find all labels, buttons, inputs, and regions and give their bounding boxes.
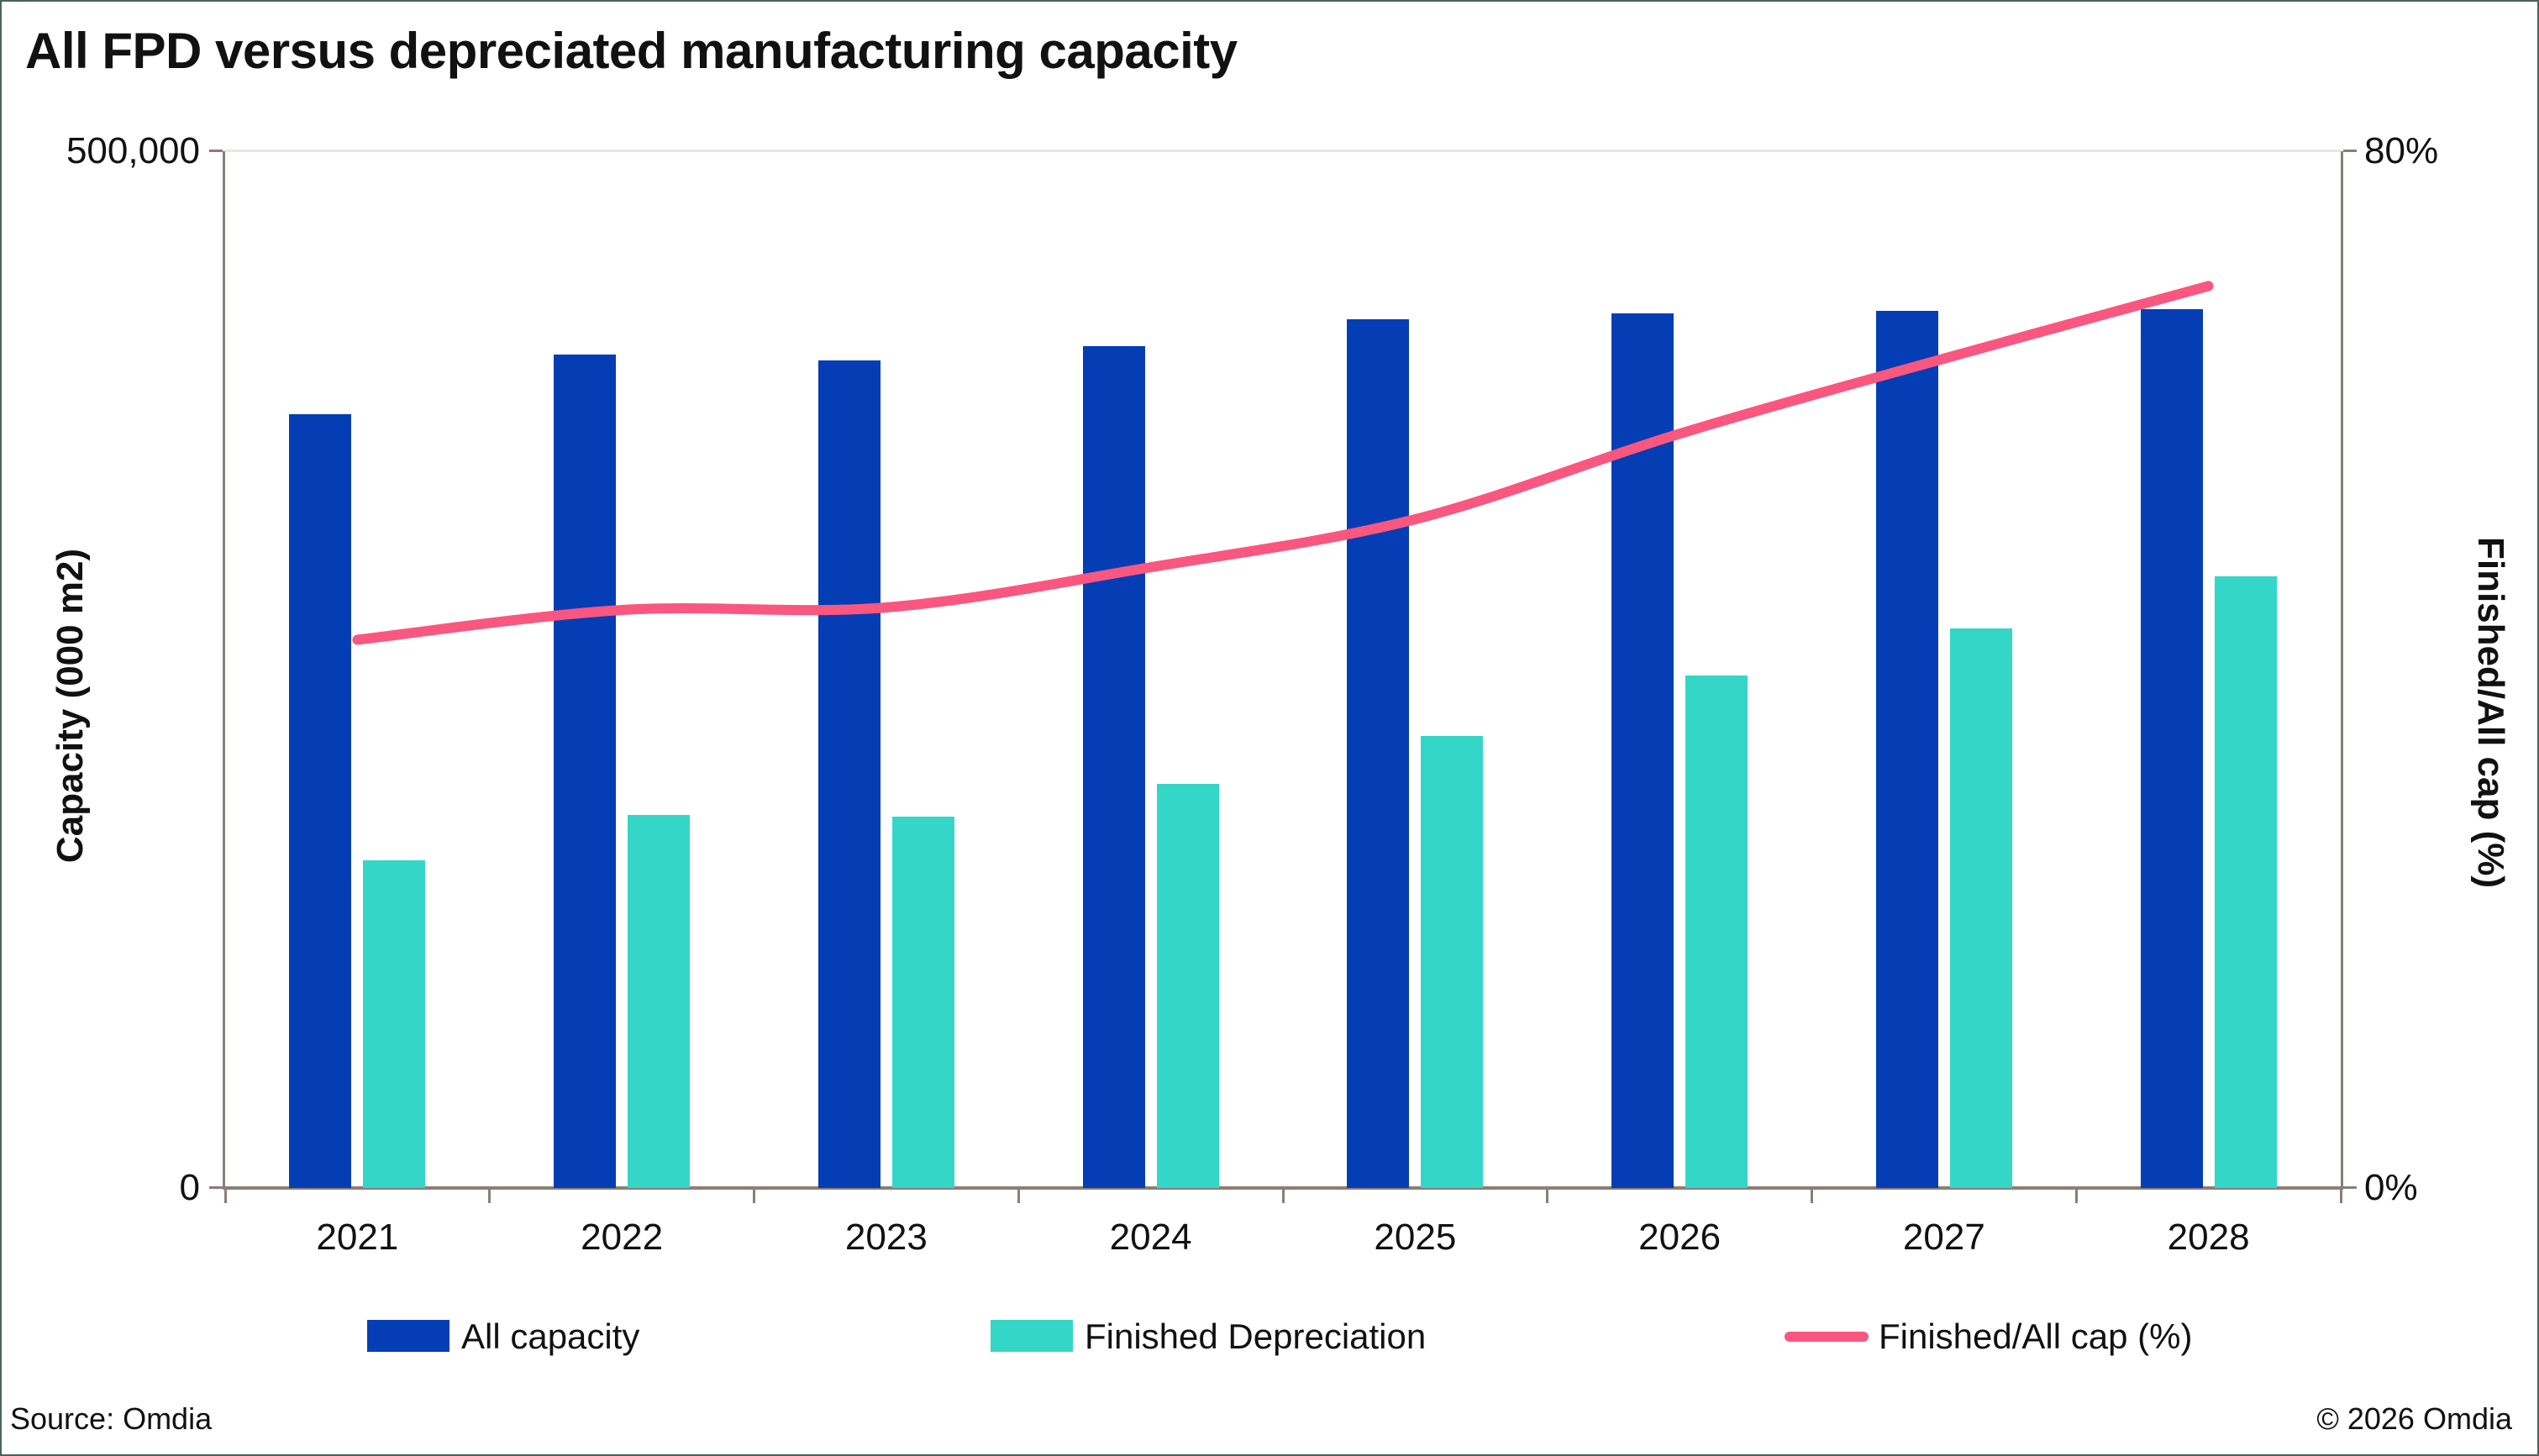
x-axis-tick-mark xyxy=(753,1190,755,1203)
bar-all-capacity-2023 xyxy=(817,360,881,1188)
bar-finished-depreciation-2023 xyxy=(891,817,954,1188)
x-axis-tick-mark xyxy=(223,1190,227,1203)
legend-label-finished-depreciation: Finished Depreciation xyxy=(1085,1317,1427,1356)
copyright-note: © 2026 Omdia xyxy=(2316,1401,2512,1436)
left-axis-tick-500000: 500,000 xyxy=(66,130,200,171)
bar-all-capacity-2027 xyxy=(1875,311,1938,1188)
right-axis-tick-mark xyxy=(2343,1186,2357,1189)
x-axis-tick-mark xyxy=(1811,1190,1813,1203)
source-note: Source: Omdia xyxy=(10,1401,213,1436)
x-axis-label-2021: 2021 xyxy=(316,1217,399,1258)
legend-label-ratio-line: Finished/All cap (%) xyxy=(1879,1317,2193,1356)
x-axis-tick-mark xyxy=(2339,1190,2342,1203)
legend-swatch-ratio-line xyxy=(1785,1332,1869,1342)
x-axis-tick-mark xyxy=(2074,1190,2078,1203)
legend-label-all-capacity: All capacity xyxy=(461,1317,640,1356)
x-axis-tick-mark xyxy=(1017,1190,1020,1203)
bar-finished-depreciation-2028 xyxy=(2214,576,2277,1188)
bar-all-capacity-2025 xyxy=(1347,318,1410,1188)
x-axis-label-2026: 2026 xyxy=(1638,1217,1722,1258)
bar-finished-depreciation-2027 xyxy=(1949,628,2012,1188)
bar-finished-depreciation-2026 xyxy=(1685,675,1748,1188)
bar-all-capacity-2028 xyxy=(2140,308,2203,1188)
bar-all-capacity-2026 xyxy=(1611,313,1674,1188)
x-axis-label-2027: 2027 xyxy=(1902,1217,1985,1258)
right-axis-tick-0pct: 0% xyxy=(2364,1167,2418,1208)
x-axis-tick-mark xyxy=(1281,1190,1285,1203)
left-axis-tick-mark xyxy=(209,1186,223,1189)
legend-swatch-all-capacity xyxy=(367,1320,449,1352)
x-axis-label-2024: 2024 xyxy=(1109,1217,1192,1258)
x-axis-label-2022: 2022 xyxy=(581,1217,664,1258)
x-axis-label-2023: 2023 xyxy=(844,1217,928,1258)
bar-finished-depreciation-2022 xyxy=(628,814,691,1188)
x-axis-label-2025: 2025 xyxy=(1374,1217,1457,1258)
gridline-top xyxy=(225,150,2341,152)
right-axis-tick-mark xyxy=(2343,150,2357,152)
x-axis-tick-mark xyxy=(1546,1190,1549,1203)
left-axis-tick-mark xyxy=(209,150,223,152)
right-axis-line xyxy=(2341,151,2343,1188)
bar-all-capacity-2021 xyxy=(289,414,352,1188)
x-axis-label-2028: 2028 xyxy=(2167,1217,2250,1258)
left-axis-tick-0: 0 xyxy=(179,1167,200,1208)
bottom-axis-line xyxy=(223,1186,2343,1190)
bar-finished-depreciation-2021 xyxy=(363,860,426,1188)
right-axis-tick-80pct: 80% xyxy=(2364,130,2439,171)
bar-all-capacity-2022 xyxy=(554,354,617,1188)
bar-finished-depreciation-2024 xyxy=(1156,783,1219,1188)
bar-finished-depreciation-2025 xyxy=(1421,735,1484,1188)
bar-all-capacity-2024 xyxy=(1082,345,1145,1188)
legend-swatch-finished-depreciation xyxy=(991,1320,1073,1352)
left-axis-line xyxy=(223,151,225,1188)
ratio-line-path xyxy=(352,281,2214,645)
page-title: All FPD versus depreciated manufacturing… xyxy=(25,23,1238,79)
x-axis-tick-mark xyxy=(488,1190,492,1203)
